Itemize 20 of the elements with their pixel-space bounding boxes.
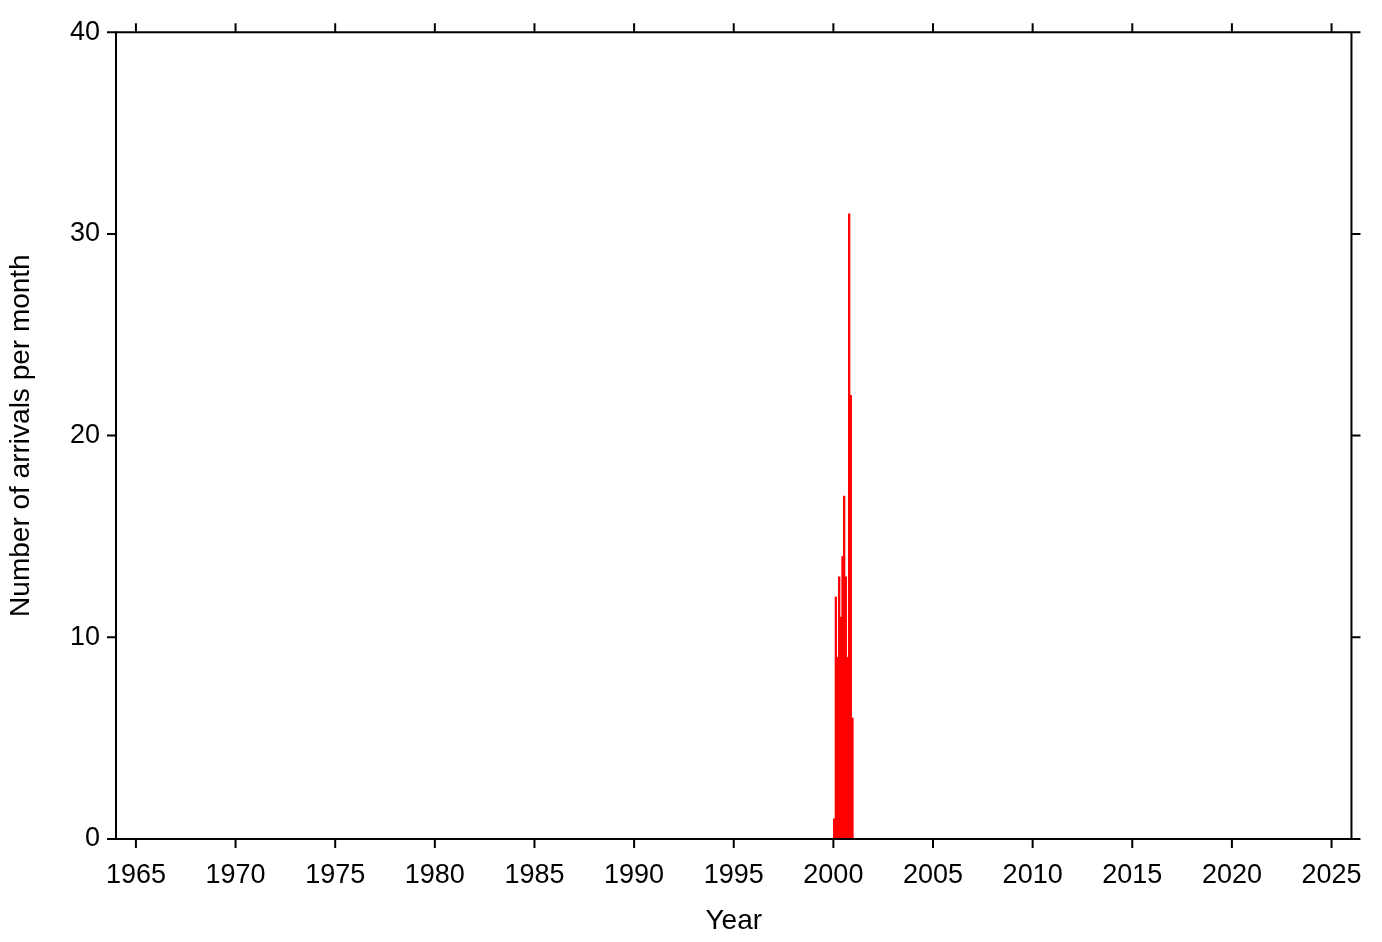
y-axis-title: Number of arrivals per month xyxy=(3,254,35,617)
x-tick-label: 2025 xyxy=(1301,858,1362,889)
x-tick-label: 1980 xyxy=(404,858,465,889)
y-tick-label: 30 xyxy=(69,217,100,248)
y-tick-label: 40 xyxy=(69,15,100,46)
x-tick-label: 2015 xyxy=(1102,858,1163,889)
x-tick-label: 1990 xyxy=(604,858,665,889)
x-tick-label: 2000 xyxy=(803,858,864,889)
y-tick-label: 0 xyxy=(84,822,100,853)
x-tick-label: 2005 xyxy=(902,858,964,889)
x-tick-label: 1995 xyxy=(703,858,764,889)
x-tick-label: 1975 xyxy=(305,858,366,889)
x-axis-title: Year xyxy=(705,903,763,935)
x-tick-label: 1970 xyxy=(205,858,266,889)
x-tick-label: 1985 xyxy=(504,858,565,889)
x-tick-label: 1965 xyxy=(105,858,166,889)
y-tick-label: 20 xyxy=(69,419,100,450)
y-tick-label: 10 xyxy=(69,620,100,651)
x-tick-label: 2010 xyxy=(1002,858,1063,889)
x-tick-label: 2020 xyxy=(1201,858,1262,889)
